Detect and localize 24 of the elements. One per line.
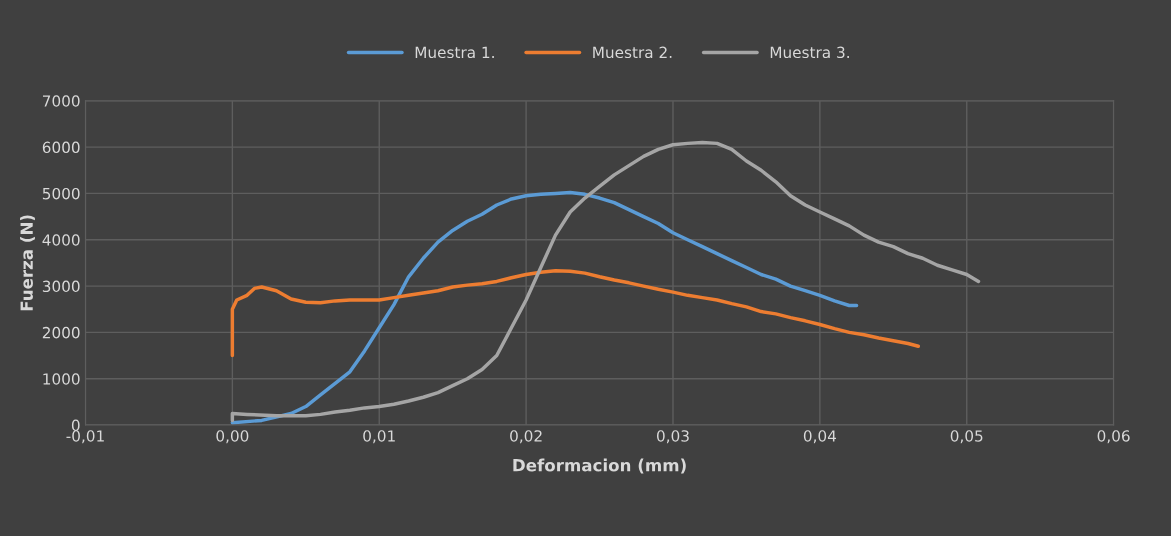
legend-label: Muestra 1.: [415, 46, 494, 59]
x-tick-label: 0,03: [656, 430, 689, 444]
x-tick-label: -0,01: [66, 430, 104, 444]
x-tick-label: 0,06: [1097, 430, 1130, 444]
y-tick-label: 3000: [42, 280, 80, 293]
x-tick-label: 0,02: [510, 430, 542, 444]
legend-label: Muestra 3.: [770, 46, 849, 59]
x-axis-title: Deformacion (mm): [513, 458, 686, 474]
line-series: [230, 190, 859, 425]
y-tick-label: 7000: [42, 95, 80, 107]
line-series: [230, 140, 981, 423]
y-axis-title: Fuerza (N): [20, 215, 35, 311]
x-tick-label: 0,01: [363, 430, 395, 444]
x-tick-label: 0,04: [803, 430, 837, 444]
legend-label: Muestra 2.: [593, 46, 672, 59]
y-tick-label: 4000: [42, 234, 80, 246]
y-tick-label: 0: [71, 419, 80, 432]
x-tick-label: 0,00: [216, 430, 249, 444]
x-tick-label: 0,05: [950, 430, 983, 444]
y-tick-label: 2000: [42, 326, 80, 339]
y-tick-label: 6000: [42, 141, 80, 154]
y-tick-label: 5000: [42, 187, 80, 200]
y-tick-label: 1000: [43, 373, 80, 385]
line-series: [230, 269, 921, 358]
